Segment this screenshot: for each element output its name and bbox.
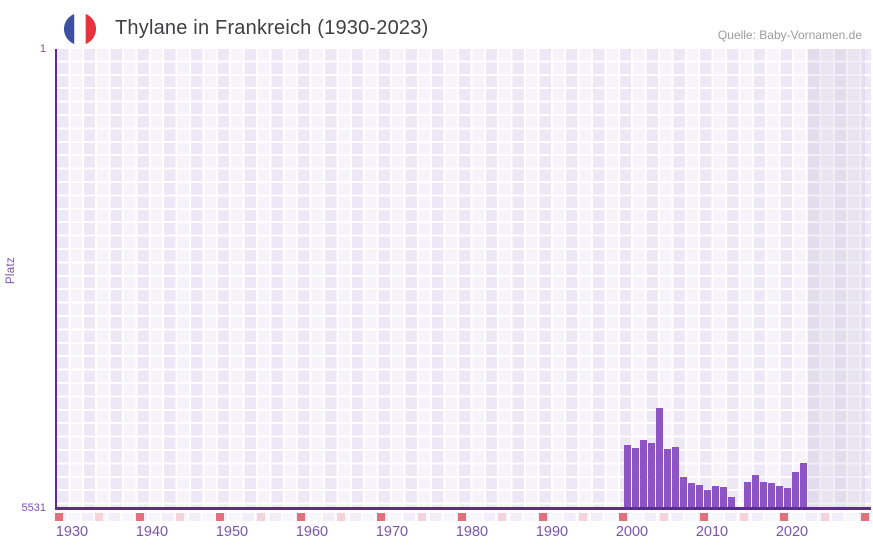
strip-marker-pale	[175, 513, 184, 521]
strip-marker-strong	[699, 513, 708, 521]
bar-2006[interactable]	[680, 477, 687, 507]
bar-2000[interactable]	[632, 448, 639, 507]
x-tick-1940: 1940	[135, 524, 169, 540]
plot-area	[55, 49, 871, 510]
x-tick-1970: 1970	[375, 524, 409, 540]
bar-2015[interactable]	[752, 475, 759, 507]
source-credit: Quelle: Baby-Vornamen.de	[717, 28, 862, 42]
bar-2010[interactable]	[712, 486, 719, 507]
bar-2012[interactable]	[728, 497, 735, 507]
bar-2002[interactable]	[648, 443, 655, 507]
x-tick-1990: 1990	[535, 524, 569, 540]
bar-2018[interactable]	[776, 486, 783, 507]
bar-2014[interactable]	[744, 482, 751, 507]
strip-marker-pale	[820, 513, 829, 521]
strip-marker-strong	[780, 513, 789, 521]
strip-marker-strong	[377, 513, 386, 521]
strip-marker-strong	[296, 513, 305, 521]
bar-2019[interactable]	[784, 488, 791, 507]
bar-2020[interactable]	[792, 472, 799, 507]
strip-marker-pale	[256, 513, 265, 521]
strip-marker-pale	[95, 513, 104, 521]
y-axis-title: Platz	[5, 257, 17, 285]
strip-marker-pale	[578, 513, 587, 521]
strip-marker-strong	[135, 513, 144, 521]
x-tick-2010: 2010	[695, 524, 729, 540]
bar-2008[interactable]	[696, 485, 703, 507]
bar-2005[interactable]	[672, 447, 679, 507]
strip-marker-strong	[861, 513, 869, 521]
bar-2021[interactable]	[800, 463, 807, 507]
strip-marker-pale	[417, 513, 426, 521]
strip-marker-strong	[216, 513, 225, 521]
chart-title: Thylane in Frankreich (1930-2023)	[115, 17, 429, 39]
no-data-band	[808, 49, 865, 507]
bar-2009[interactable]	[704, 490, 711, 507]
strip-marker-strong	[458, 513, 466, 521]
france-flag-icon	[63, 12, 97, 46]
x-tick-2020: 2020	[775, 524, 809, 540]
x-tick-1950: 1950	[215, 524, 249, 540]
bar-2003[interactable]	[656, 408, 663, 507]
x-axis-tick-labels: 1930 1940 1950 1960 1970 1980 1990 2000 2010 2020	[55, 524, 871, 544]
x-tick-2000: 2000	[615, 524, 649, 540]
baseline-marker-strip	[55, 513, 871, 521]
y-axis-max-label: 1	[39, 43, 46, 55]
strip-marker-pale	[498, 513, 507, 521]
strip-marker-pale	[740, 513, 749, 521]
y-axis-min-label: 5531	[21, 502, 46, 514]
strip-marker-strong	[55, 513, 63, 521]
bar-2001[interactable]	[640, 440, 647, 507]
x-tick-1980: 1980	[455, 524, 489, 540]
bar-2004[interactable]	[664, 449, 671, 507]
strip-marker-strong	[619, 513, 628, 521]
bar-2007[interactable]	[688, 483, 695, 507]
strip-marker-pale	[659, 513, 668, 521]
bar-1999[interactable]	[624, 445, 631, 507]
bar-2016[interactable]	[760, 482, 767, 507]
bar-2017[interactable]	[768, 483, 775, 507]
bar-2011[interactable]	[720, 487, 727, 507]
strip-marker-strong	[538, 513, 547, 521]
strip-marker-pale	[337, 513, 346, 521]
x-tick-1960: 1960	[295, 524, 329, 540]
x-tick-1930: 1930	[55, 524, 89, 540]
